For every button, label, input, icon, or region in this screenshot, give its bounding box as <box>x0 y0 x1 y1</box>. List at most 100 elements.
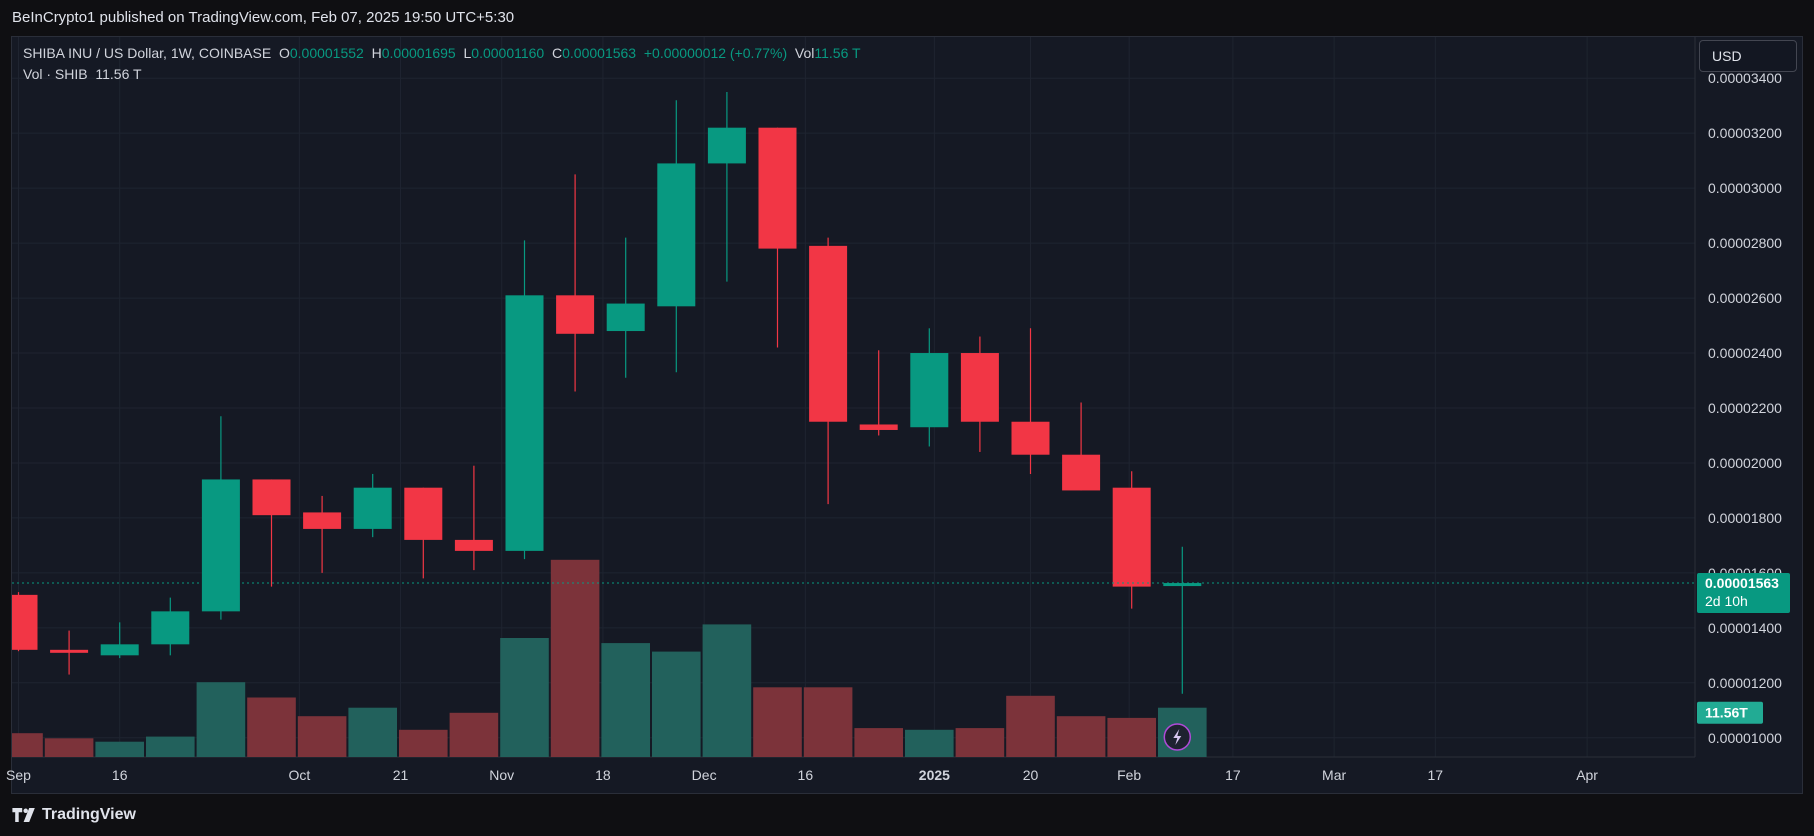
candle-body[interactable] <box>960 353 999 422</box>
volume-bar[interactable] <box>95 741 144 757</box>
volume-bar[interactable] <box>146 736 195 757</box>
volume-bar[interactable] <box>1056 716 1106 757</box>
candle-body[interactable] <box>556 295 595 334</box>
volume-bar[interactable] <box>196 682 246 757</box>
low-value: 0.00001160 <box>471 45 545 61</box>
time-tick-label: 18 <box>595 767 611 783</box>
candle-body[interactable] <box>606 303 645 332</box>
volume-bar[interactable] <box>753 687 802 757</box>
price-tick-label: 0.00001000 <box>1708 730 1782 746</box>
candle-body[interactable] <box>1011 421 1050 455</box>
volume-bar[interactable] <box>1006 695 1055 757</box>
price-tick-label: 0.00002400 <box>1708 345 1782 361</box>
volume-bar[interactable] <box>500 638 549 757</box>
price-markers: 0.00001563 2d 10h 11.56T <box>12 573 1790 751</box>
time-tick-label: 16 <box>112 767 128 783</box>
footer-brand-text: TradingView <box>42 806 136 823</box>
tradingview-logo-icon <box>12 808 35 822</box>
ohlc-legend: SHIBA INU / US Dollar, 1W, COINBASE O0.0… <box>23 45 861 61</box>
price-tick-label: 0.00002000 <box>1708 455 1782 471</box>
volume-bar[interactable] <box>550 559 600 757</box>
price-tick-label: 0.00001800 <box>1708 510 1782 526</box>
candle-body[interactable] <box>100 644 139 656</box>
bar-countdown-label: 2d 10h <box>1705 593 1748 609</box>
candle-body[interactable] <box>353 487 392 529</box>
volume-bar[interactable] <box>348 707 397 757</box>
candle-body[interactable] <box>859 424 898 430</box>
time-tick-label: Feb <box>1117 767 1141 783</box>
time-tick-label: Nov <box>489 767 514 783</box>
last-volume-badge <box>1697 701 1763 724</box>
high-value: 0.00001695 <box>381 45 456 61</box>
price-axis: 0.000010000.000012000.000014000.00001600… <box>1708 70 1782 746</box>
candle-body[interactable] <box>758 127 797 249</box>
volume-bar[interactable] <box>44 738 94 757</box>
high-label: H <box>371 45 382 61</box>
symbol-name[interactable]: SHIBA INU / US Dollar, 1W, COINBASE <box>23 45 272 61</box>
candle-body[interactable] <box>1112 487 1151 587</box>
candle-body[interactable] <box>303 512 342 529</box>
event-lightning-icon[interactable] <box>1163 723 1192 751</box>
candle-body[interactable] <box>1163 583 1202 587</box>
candle-body[interactable] <box>404 487 443 540</box>
open-label: O <box>278 45 290 61</box>
candle-body[interactable] <box>1062 454 1101 491</box>
price-tick-label: 0.00003200 <box>1708 125 1782 141</box>
volume-series-value: 11.56 T <box>95 66 142 82</box>
time-tick-label: 16 <box>798 767 814 783</box>
volume-bar[interactable] <box>297 716 347 757</box>
volume-bar[interactable] <box>803 687 853 757</box>
candle-body[interactable] <box>50 649 89 653</box>
vol-value: 11.56 T <box>814 45 861 61</box>
candle-body[interactable] <box>201 479 240 612</box>
currency-button[interactable]: USD <box>1699 40 1797 72</box>
volume-bar[interactable] <box>12 733 43 757</box>
last-price-label: 0.00001563 <box>1705 575 1779 591</box>
footer-brand[interactable]: TradingView <box>12 806 136 830</box>
candle-body[interactable] <box>910 353 949 428</box>
time-tick-label: Mar <box>1322 767 1346 783</box>
volume-bar[interactable] <box>399 729 448 757</box>
grid-lines <box>12 37 1696 758</box>
time-tick-label: Oct <box>288 767 310 783</box>
vol-label: Vol <box>794 45 815 61</box>
candle-body[interactable] <box>454 539 493 551</box>
volume-bar[interactable] <box>1107 717 1156 757</box>
volume-bar[interactable] <box>247 697 296 758</box>
volume-legend: Vol · SHIB 11.56 T <box>23 66 142 82</box>
candle-body[interactable] <box>12 594 38 650</box>
volume-series-name[interactable]: Vol · SHIB <box>23 66 88 82</box>
time-tick-label: Dec <box>692 767 717 783</box>
volume-bar[interactable] <box>854 728 903 757</box>
last-volume-label: 11.56T <box>1705 705 1748 721</box>
price-tick-label: 0.00002600 <box>1708 290 1782 306</box>
open-value: 0.00001552 <box>289 45 364 61</box>
time-tick-label: Apr <box>1576 767 1598 783</box>
volume-bar[interactable] <box>601 643 650 757</box>
candle-body[interactable] <box>657 163 696 307</box>
candle-body[interactable] <box>151 611 190 645</box>
publisher-bar: BeInCrypto1 published on TradingView.com… <box>0 0 1814 36</box>
volume-bar[interactable] <box>905 729 954 757</box>
change-value: +0.00000012 (+0.77%) <box>643 45 788 61</box>
volume-bar[interactable] <box>702 624 752 757</box>
close-label: C <box>552 45 563 61</box>
price-tick-label: 0.00003400 <box>1708 70 1782 86</box>
time-axis: Sep 16 Oct 21 Nov 18 Dec 16 2025 20 Feb 17 Mar 17 Apr <box>6 767 1598 783</box>
candle-body[interactable] <box>252 479 291 516</box>
last-price-badge[interactable] <box>1697 573 1790 614</box>
candle-body[interactable] <box>707 127 746 164</box>
price-tick-label: 0.00001400 <box>1708 620 1782 636</box>
candle-body[interactable] <box>809 245 848 422</box>
price-tick-label: 0.00002800 <box>1708 235 1782 251</box>
candle-body[interactable] <box>505 295 544 551</box>
chart-frame[interactable] <box>11 36 1803 794</box>
price-tick-label: 0.00002200 <box>1708 400 1782 416</box>
volume-bar[interactable] <box>449 712 499 757</box>
volume-bar[interactable] <box>955 728 1005 757</box>
volume-bar[interactable] <box>652 651 701 757</box>
close-value: 0.00001563 <box>562 45 637 61</box>
time-tick-label: 21 <box>393 767 409 783</box>
time-tick-label: 17 <box>1225 767 1241 783</box>
